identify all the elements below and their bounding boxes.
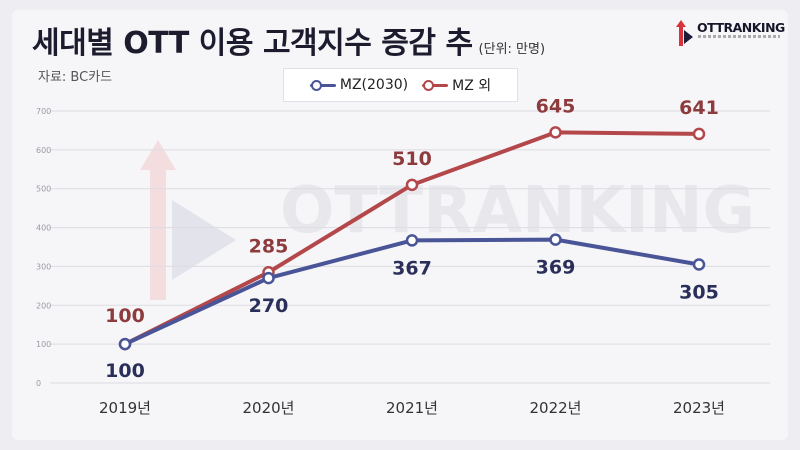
data-point-mz bbox=[262, 271, 275, 285]
watermark-play-icon bbox=[172, 200, 236, 280]
data-label-mz: 100 bbox=[105, 360, 145, 382]
chart-title: 세대별 OTT 이용 고객지수 증감 추 (단위: 만명) bbox=[32, 18, 545, 62]
logo-text: OTTRANKING bbox=[697, 20, 785, 35]
y-tick-label: 200 bbox=[36, 301, 51, 310]
data-point-mz bbox=[692, 258, 706, 271]
legend-label-non-mz: MZ 외 bbox=[452, 78, 492, 94]
x-tick-label: 2021년 bbox=[386, 399, 438, 417]
y-tick-label: 500 bbox=[36, 185, 51, 194]
y-tick-label: 100 bbox=[36, 340, 51, 349]
x-tick-label: 2020년 bbox=[243, 399, 295, 417]
title-text: 세대별 OTT 이용 고객지수 증감 추 bbox=[32, 26, 473, 61]
data-label-mz: 270 bbox=[249, 295, 289, 317]
legend-item-mz: MZ(2030) bbox=[309, 77, 409, 93]
data-label-non-mz: 100 bbox=[105, 305, 145, 327]
watermark-text: OTTRANKING bbox=[280, 174, 755, 248]
x-tick-label: 2022년 bbox=[530, 399, 582, 417]
legend-swatch-mz bbox=[309, 80, 336, 91]
watermark: OTTRANKING bbox=[140, 140, 755, 300]
data-label-mz: 369 bbox=[536, 257, 576, 279]
data-label-mz: 305 bbox=[679, 281, 719, 303]
legend: MZ(2030) MZ 외 bbox=[283, 68, 518, 102]
data-point-mz bbox=[549, 233, 562, 246]
y-tick-label: 600 bbox=[36, 146, 51, 155]
data-point-non-mz bbox=[405, 178, 419, 192]
data-label-non-mz: 510 bbox=[392, 148, 432, 170]
y-tick-label: 0 bbox=[36, 379, 41, 388]
data-point-non-mz bbox=[692, 127, 706, 141]
data-point-non-mz bbox=[549, 126, 562, 139]
data-label-mz: 367 bbox=[392, 257, 432, 279]
unit-label: (단위: 만명) bbox=[478, 42, 546, 57]
y-tick-label: 400 bbox=[36, 224, 51, 233]
source-label: 자료: BC카드 bbox=[38, 70, 113, 85]
data-label-non-mz: 645 bbox=[536, 95, 576, 117]
data-label-non-mz: 641 bbox=[679, 97, 719, 119]
data-point-mz bbox=[118, 337, 132, 351]
x-tick-label: 2023년 bbox=[673, 399, 725, 417]
watermark-arrow-icon bbox=[140, 140, 176, 300]
legend-label-mz: MZ(2030) bbox=[339, 77, 409, 93]
y-tick-label: 300 bbox=[36, 262, 51, 271]
logo-tagline-icon bbox=[698, 35, 780, 38]
legend-swatch-non-mz bbox=[422, 80, 449, 91]
x-tick-label: 2019년 bbox=[99, 399, 151, 417]
legend-item-non-mz: MZ 외 bbox=[422, 75, 491, 95]
logo-arrow-icon bbox=[676, 20, 693, 46]
brand-logo: OTTRANKING bbox=[675, 18, 785, 48]
data-label-non-mz: 285 bbox=[249, 235, 289, 257]
y-tick-label: 700 bbox=[36, 107, 51, 116]
data-point-mz bbox=[405, 234, 419, 247]
